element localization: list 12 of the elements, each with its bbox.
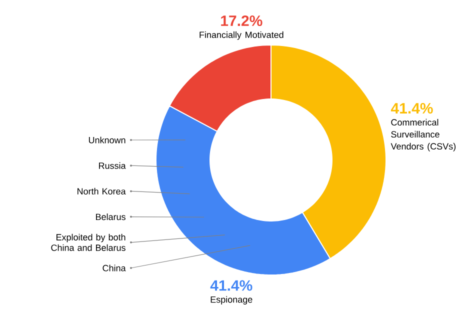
text: Exploited by both China and Belarus (51, 234, 126, 251)
text: Belarus (96, 213, 126, 220)
text: Russia (99, 162, 126, 169)
data-label: 17.2% (221, 15, 262, 26)
slice-label: Financially Motivated (200, 31, 284, 40)
text: North Korea (78, 188, 126, 195)
text: China (102, 264, 126, 272)
data-label: 41.4% (390, 103, 433, 114)
slice-label: Espionage (210, 296, 252, 304)
data-label: 41.4% (210, 280, 252, 291)
text: Unknown (88, 136, 126, 144)
slice-label: Commerical Surveillance Vendors (CSVs) (390, 118, 456, 152)
